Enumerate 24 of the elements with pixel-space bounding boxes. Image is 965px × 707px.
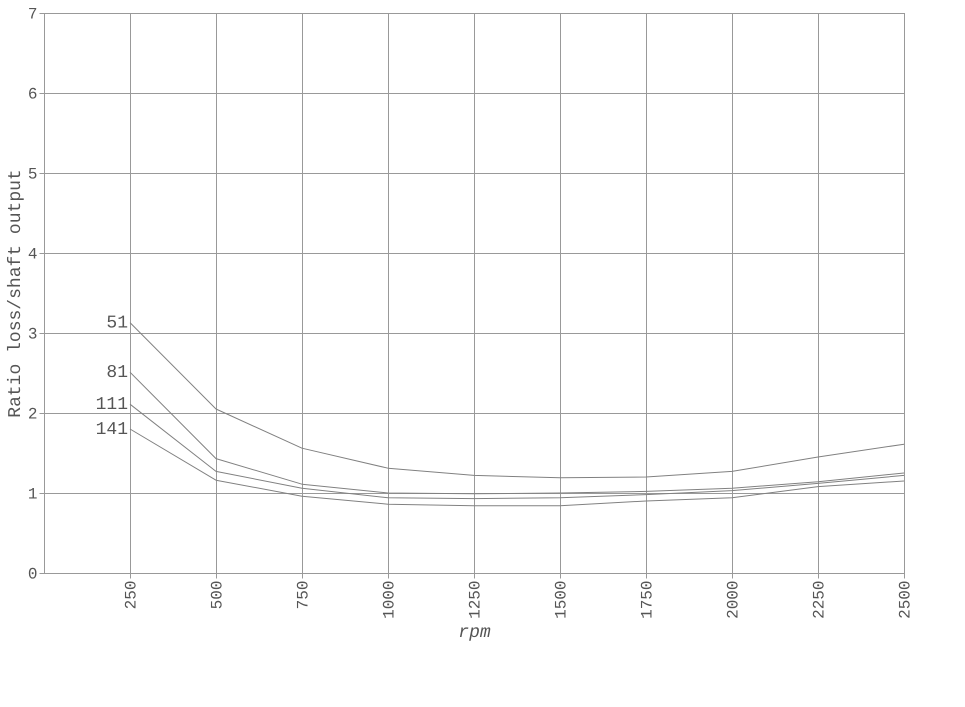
x-tick-label: 1500 [552,580,570,619]
y-tick-label: 3 [28,326,38,344]
x-axis-title: rpm [458,622,491,643]
series-label: 51 [106,314,128,334]
y-tick-label: 2 [28,406,38,424]
y-axis-title: Ratio loss/shaft output [6,169,26,418]
x-tick-label: 1250 [466,580,484,619]
x-tick-label: 2500 [896,580,914,619]
y-tick-label: 7 [28,6,38,24]
y-tick-label: 5 [28,166,38,184]
y-tick-label: 0 [28,566,38,584]
series-label: 81 [106,363,128,384]
y-tick-label: 1 [28,486,38,504]
x-tick-label: 750 [294,580,312,610]
x-tick-label: 1000 [380,580,398,619]
x-tick-label: 2000 [724,580,742,619]
x-tick-label: 500 [208,580,226,610]
y-tick-label: 4 [28,246,38,264]
series-label: 141 [96,420,128,440]
y-tick-label: 6 [28,86,38,104]
x-tick-label: 250 [122,580,140,610]
series-label: 111 [96,395,128,416]
x-tick-label: 1750 [638,580,656,619]
x-tick-label: 2250 [810,580,828,619]
